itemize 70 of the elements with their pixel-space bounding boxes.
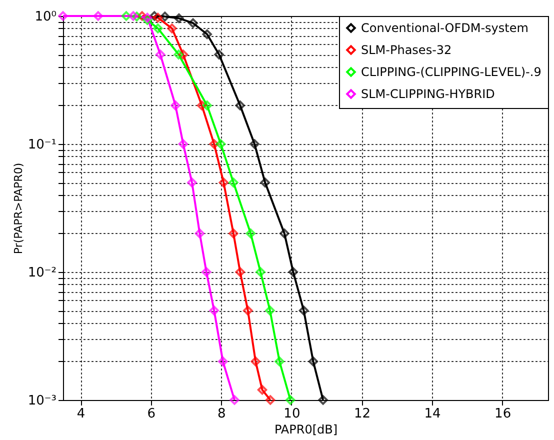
x-axis-title: PAPR0[dB]	[274, 422, 338, 436]
point	[209, 306, 219, 316]
point	[209, 139, 219, 149]
point	[280, 228, 290, 238]
point	[318, 395, 328, 405]
point	[256, 267, 266, 277]
point	[308, 356, 318, 366]
point	[153, 12, 163, 23]
point	[178, 139, 188, 149]
point	[142, 15, 152, 25]
point	[155, 50, 166, 60]
point	[214, 50, 224, 60]
x-tick-label: 10	[284, 406, 300, 422]
point	[218, 356, 228, 366]
point	[202, 267, 212, 277]
point	[187, 178, 197, 188]
point	[218, 178, 228, 188]
x-tick-label: 8	[218, 406, 226, 422]
point	[235, 100, 246, 110]
point	[128, 11, 138, 21]
point	[202, 29, 212, 40]
point	[228, 178, 238, 188]
point	[228, 228, 238, 238]
point	[260, 178, 270, 188]
x-tick-label: 12	[354, 406, 371, 422]
point	[250, 139, 260, 149]
point	[196, 100, 207, 110]
point	[58, 11, 68, 21]
point	[298, 306, 309, 316]
point	[286, 395, 296, 405]
point	[178, 50, 188, 60]
point	[174, 13, 184, 24]
point	[153, 24, 163, 34]
point	[150, 11, 160, 21]
y-tick-label: 10⁻¹	[28, 138, 56, 152]
y-tick-label: 10⁻³	[28, 394, 56, 408]
point	[132, 12, 142, 22]
point	[137, 11, 147, 21]
point	[274, 356, 284, 366]
point	[174, 50, 184, 60]
point	[194, 228, 205, 238]
point	[265, 306, 275, 316]
point	[170, 100, 180, 110]
legend-label: SLM-CLIPPING-HYBRID	[361, 87, 495, 101]
y-tick-label: 10⁰	[34, 10, 56, 24]
point	[188, 18, 198, 28]
point	[93, 11, 104, 21]
point	[216, 139, 226, 149]
x-tick-label: 14	[424, 406, 441, 422]
point	[160, 12, 170, 22]
point	[288, 267, 298, 277]
point	[265, 395, 276, 405]
point	[142, 12, 152, 23]
point	[167, 24, 177, 34]
point	[121, 11, 132, 21]
point	[202, 100, 212, 110]
point	[257, 384, 268, 395]
legend-label: Conventional-OFDM-system	[361, 21, 528, 35]
point	[235, 267, 246, 277]
point	[250, 356, 260, 366]
point	[230, 395, 240, 405]
point	[246, 228, 256, 238]
legend-label: SLM-Phases-32	[361, 43, 452, 57]
x-tick-label: 16	[494, 406, 512, 422]
legend-label: CLIPPING-(CLIPPING-LEVEL)-.9	[361, 65, 542, 79]
y-axis-title: Pr(PAPR>PAPR0)	[12, 162, 25, 254]
x-tick-label: 4	[76, 406, 86, 422]
x-tick-label: 6	[147, 406, 156, 422]
y-tick-label: 10⁻²	[28, 266, 56, 280]
point	[242, 306, 253, 316]
